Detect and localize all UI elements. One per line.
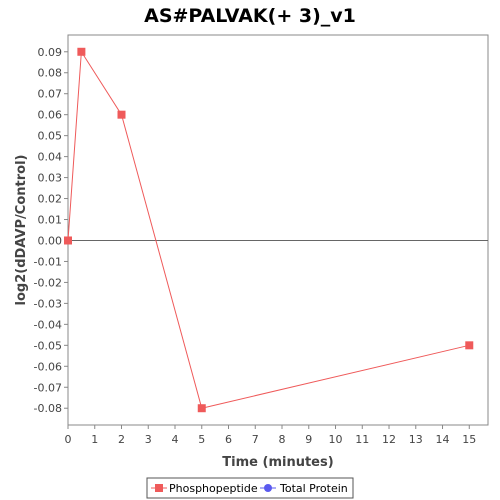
y-tick-label: -0.08 — [34, 402, 62, 415]
y-tick-label: 0.03 — [38, 172, 63, 185]
y-tick-label: 0.04 — [38, 151, 63, 164]
chart-title: AS#PALVAK(+ 3)_v1 — [144, 5, 356, 27]
y-tick-label: -0.01 — [34, 255, 62, 268]
y-axis-label: log2(dDAVP/Control) — [14, 155, 29, 306]
x-tick-label: 4 — [172, 433, 179, 446]
data-point — [465, 341, 474, 350]
data-point — [77, 47, 86, 56]
y-tick-label: -0.05 — [34, 339, 62, 352]
x-tick-label: 0 — [65, 433, 72, 446]
y-tick-label: 0.07 — [38, 88, 63, 101]
y-tick-label: -0.07 — [34, 381, 62, 394]
legend: Phosphopeptide Total Protein — [146, 477, 354, 499]
y-tick-label: 0.02 — [38, 193, 63, 206]
y-tick-label: -0.04 — [34, 318, 62, 331]
x-tick-label: 11 — [355, 433, 369, 446]
y-tick-label: -0.02 — [34, 276, 62, 289]
x-axis: 0 1 2 3 4 5 6 7 8 9 10 11 12 13 14 15 — [65, 425, 476, 446]
data-point — [64, 236, 72, 245]
x-tick-label: 13 — [409, 433, 423, 446]
y-tick-label: 0.05 — [38, 130, 63, 143]
series-layer — [64, 47, 474, 413]
x-tick-label: 2 — [118, 433, 125, 446]
x-tick-label: 6 — [225, 433, 232, 446]
x-tick-label: 3 — [145, 433, 152, 446]
y-tick-label: -0.03 — [34, 297, 62, 310]
x-tick-label: 5 — [198, 433, 205, 446]
x-tick-label: 14 — [436, 433, 450, 446]
data-point — [197, 404, 206, 413]
y-tick-label: 0.08 — [38, 67, 63, 80]
y-tick-label: 0.01 — [38, 214, 63, 227]
legend-marker-total-protein — [264, 484, 272, 492]
x-tick-label: 15 — [462, 433, 476, 446]
y-tick-label: -0.06 — [34, 360, 62, 373]
x-tick-label: 1 — [91, 433, 98, 446]
x-tick-label: 7 — [252, 433, 259, 446]
plot-area — [67, 34, 489, 426]
x-axis-label: Time (minutes) — [222, 455, 333, 470]
legend-label-phosphopeptide: Phosphopeptide — [169, 482, 258, 495]
x-tick-label: 9 — [305, 433, 312, 446]
legend-label-total-protein: Total Protein — [279, 482, 348, 495]
legend-marker-phosphopeptide — [155, 484, 163, 492]
x-tick-label: 8 — [279, 433, 286, 446]
y-tick-label: 0.00 — [38, 234, 63, 247]
y-tick-label: 0.09 — [38, 46, 63, 59]
legend-box — [146, 477, 354, 499]
x-tick-label: 10 — [329, 433, 343, 446]
y-axis: 0.09 0.08 0.07 0.06 0.05 0.04 0.03 0.02 0.01 0.00… — [34, 46, 68, 415]
x-tick-label: 12 — [382, 433, 396, 446]
y-tick-label: 0.06 — [38, 109, 63, 122]
data-point — [117, 110, 126, 119]
